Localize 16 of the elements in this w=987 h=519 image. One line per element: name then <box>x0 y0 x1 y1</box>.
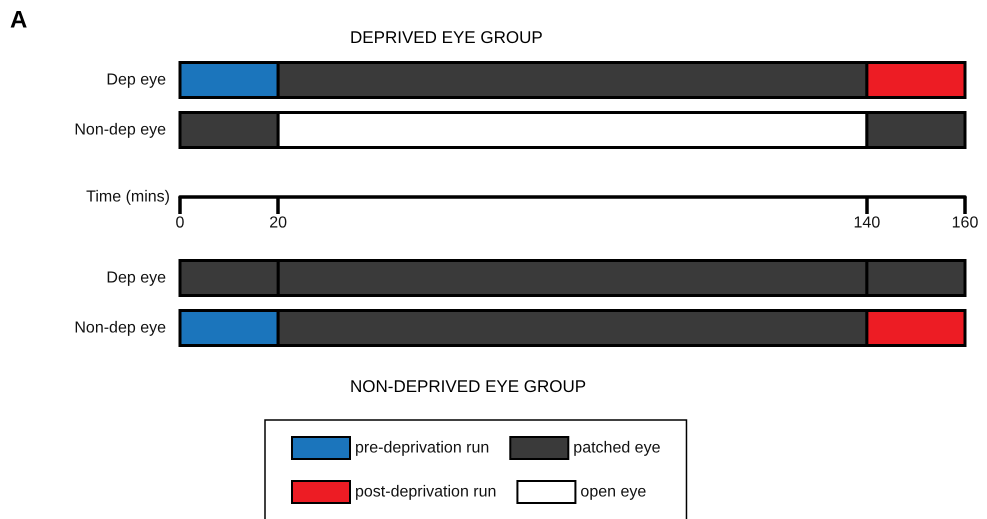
x-tick-label: 160 <box>952 214 978 232</box>
legend-label: open eye <box>580 484 646 500</box>
chart-title: DEPRIVED EYE GROUP <box>350 28 543 47</box>
x-axis-title: Time (mins) <box>86 188 170 206</box>
text: NON-DEPRIVED EYE GROUP <box>350 377 586 396</box>
y-tick-label: Dep eye <box>106 72 166 88</box>
legend-label: post-deprivation run <box>355 484 496 500</box>
legend-label: pre-deprivation run <box>355 440 490 456</box>
legend-label: patched eye <box>573 440 661 456</box>
x-tick-label: 140 <box>854 214 880 232</box>
x-tick-label: 20 <box>269 214 288 232</box>
y-tick-label: Non-dep eye <box>74 320 166 336</box>
x-tick-label: 0 <box>176 214 185 232</box>
y-tick-label: Dep eye <box>106 270 166 286</box>
y-tick-label: Non-dep eye <box>74 122 166 138</box>
text: A <box>10 6 28 34</box>
